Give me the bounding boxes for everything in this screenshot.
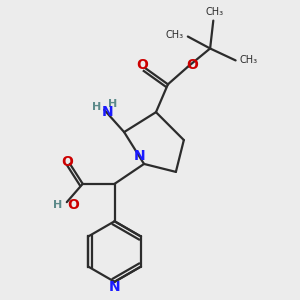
Text: CH₃: CH₃ <box>166 30 184 40</box>
Text: O: O <box>68 197 80 212</box>
Text: N: N <box>109 280 120 294</box>
Text: CH₃: CH₃ <box>240 56 258 65</box>
Text: N: N <box>134 149 146 163</box>
Text: O: O <box>61 154 73 169</box>
Text: H: H <box>108 99 117 109</box>
Text: CH₃: CH₃ <box>206 7 224 16</box>
Text: O: O <box>136 58 148 72</box>
Text: H: H <box>53 200 62 209</box>
Text: O: O <box>187 58 199 72</box>
Text: N: N <box>102 105 113 119</box>
Text: H: H <box>92 102 102 112</box>
